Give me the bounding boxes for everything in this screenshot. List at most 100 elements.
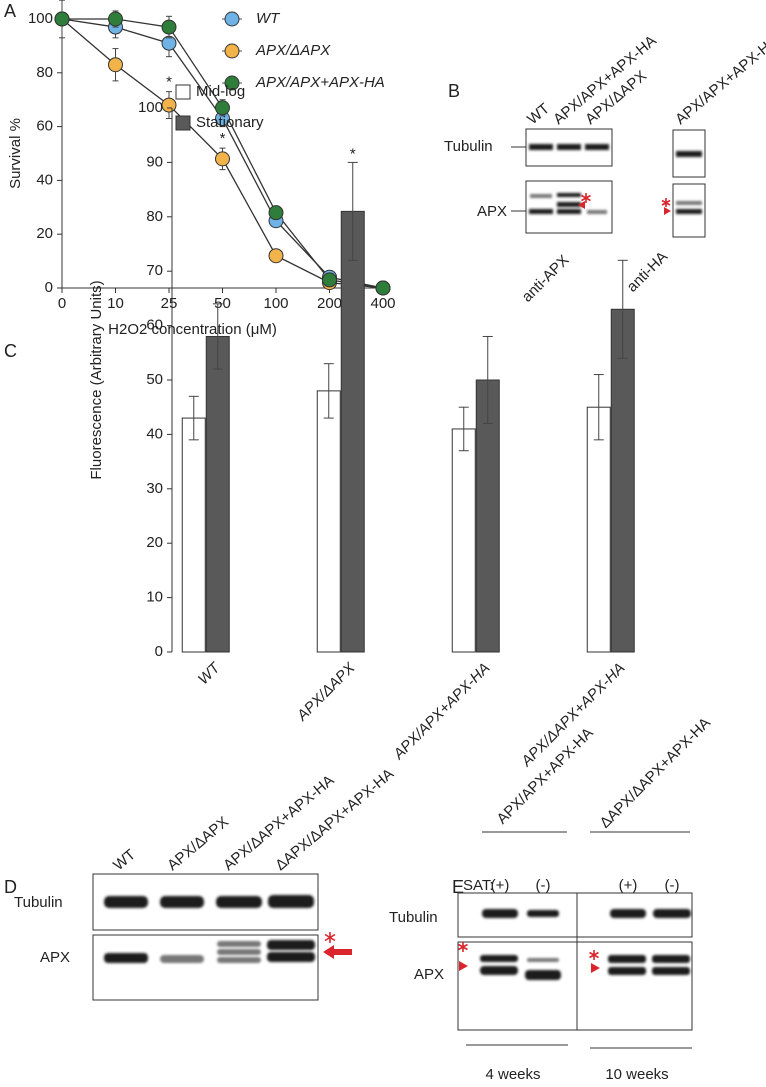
- band: [610, 909, 646, 918]
- star-marker: [324, 932, 336, 943]
- y-tick-label: 0: [45, 279, 53, 296]
- point: [375, 280, 391, 296]
- row-label: APX: [40, 949, 70, 966]
- band: [676, 151, 702, 157]
- point: [215, 151, 230, 167]
- row-label: APX: [477, 203, 507, 220]
- time-label: 10 weeks: [605, 1066, 668, 1083]
- panel-letter: E: [452, 877, 464, 897]
- y-tick-label: 20: [146, 534, 163, 551]
- point: [108, 11, 123, 27]
- band: [608, 967, 646, 975]
- point: [54, 11, 70, 27]
- blot-frame: [92, 934, 319, 1001]
- y-tick-label: 90: [146, 153, 163, 170]
- sat-value: (-): [536, 877, 551, 894]
- bar: [610, 308, 635, 653]
- row-label: APX: [414, 966, 444, 983]
- row-label: Tubulin: [14, 894, 63, 911]
- star-marker: [581, 193, 591, 203]
- point: [268, 248, 284, 264]
- star-marker: [458, 942, 468, 952]
- point: [215, 100, 230, 116]
- y-tick-label: 10: [146, 589, 163, 606]
- sat-value: (+): [491, 877, 510, 894]
- antibody-label: anti-APX: [519, 252, 573, 306]
- legend-marker: [224, 11, 240, 27]
- band: [557, 193, 581, 197]
- x-axis-label: H2O2 concentration (μM): [108, 321, 277, 338]
- band: [676, 201, 702, 205]
- star-marker: [589, 950, 599, 960]
- y-tick-label: 80: [146, 208, 163, 225]
- row-label: Tubulin: [444, 138, 493, 155]
- band: [268, 895, 314, 908]
- y-tick-label: 40: [36, 171, 53, 188]
- y-axis-label: Fluorescence (Arbitrary Units): [88, 280, 105, 479]
- star-marker: [661, 198, 671, 207]
- blot-d: Tubulin APX: [14, 873, 352, 1001]
- band: [587, 210, 607, 214]
- point: [161, 97, 177, 113]
- x-tick-label: 25: [161, 295, 178, 312]
- sat-label: SAT:: [463, 877, 494, 894]
- band: [608, 955, 646, 963]
- band: [104, 953, 148, 963]
- band: [160, 896, 204, 908]
- band: [652, 967, 690, 975]
- band: [104, 896, 148, 908]
- band: [652, 955, 690, 963]
- point: [161, 19, 177, 35]
- band: [525, 970, 561, 980]
- band: [585, 144, 609, 150]
- legend-swatch: [175, 115, 191, 131]
- x-tick-label: 100: [263, 295, 288, 312]
- point: [108, 57, 123, 73]
- blot-frame: [672, 129, 706, 178]
- y-tick-label: 80: [36, 64, 53, 81]
- blot-e: APX/APX+APX-HA ΔAPX/ΔAPX+APX-HA SAT: (+)…: [389, 714, 714, 1083]
- panel-letter: D: [4, 877, 17, 897]
- band: [527, 910, 559, 917]
- annotation: *: [166, 74, 172, 91]
- x-tick-label: 200: [317, 295, 342, 312]
- band: [480, 955, 518, 962]
- bar: [451, 428, 476, 653]
- lane-label: APX/APX+APX-HA: [672, 32, 766, 128]
- panel-letter: A: [4, 1, 16, 21]
- y-tick-label: 30: [146, 480, 163, 497]
- band: [557, 144, 581, 150]
- band: [653, 909, 691, 918]
- y-tick-label: 60: [146, 317, 163, 334]
- band: [557, 202, 581, 207]
- y-tick-label: 20: [36, 225, 53, 242]
- band: [267, 952, 315, 962]
- band: [217, 949, 261, 955]
- legend-label: Mid-log: [196, 83, 245, 100]
- point: [322, 272, 337, 288]
- annotation: *: [220, 130, 226, 147]
- arrow-marker: [578, 201, 585, 209]
- bar: [181, 417, 206, 653]
- blot-frame: [672, 183, 706, 238]
- bar: [205, 335, 230, 653]
- band: [216, 896, 262, 908]
- blot-b: Tubulin APX anti-APX anti-HA: [444, 128, 706, 306]
- legend-label: WT: [256, 10, 281, 27]
- x-tick-label: 400: [370, 295, 395, 312]
- row-label: Tubulin: [389, 909, 438, 926]
- blot-frame: [457, 892, 693, 938]
- y-axis-label: Survival %: [7, 118, 24, 189]
- blot-frame: [525, 180, 613, 234]
- blot-frame: [92, 873, 319, 931]
- legend-label: APX/ΔAPX: [255, 42, 331, 59]
- panel-letter: B: [448, 81, 460, 101]
- annotation: *: [350, 145, 356, 162]
- legend-marker: [224, 43, 240, 59]
- band: [480, 966, 518, 975]
- band: [676, 209, 702, 214]
- band: [557, 209, 581, 214]
- band: [217, 941, 261, 947]
- group-label: ΔAPX/ΔAPX+APX-HA: [597, 714, 714, 831]
